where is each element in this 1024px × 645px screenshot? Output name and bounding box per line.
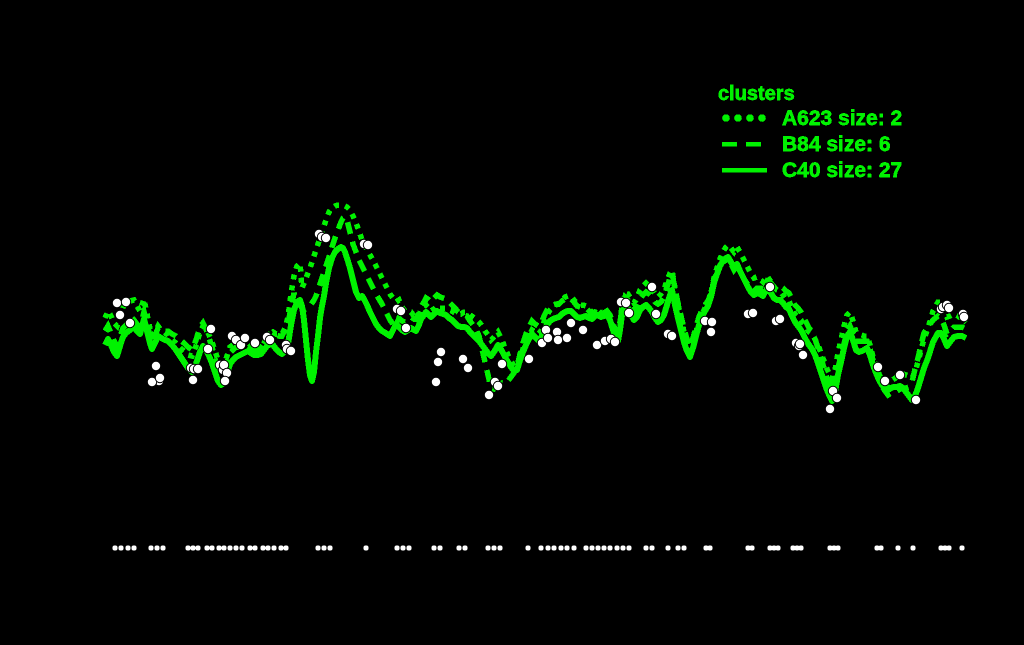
svg-text:C40 size: 27: C40 size: 27 <box>782 159 902 182</box>
svg-text:B84 size: 6: B84 size: 6 <box>782 133 891 156</box>
svg-text:A623 size: 2: A623 size: 2 <box>782 107 902 130</box>
svg-text:clusters: clusters <box>718 83 795 105</box>
